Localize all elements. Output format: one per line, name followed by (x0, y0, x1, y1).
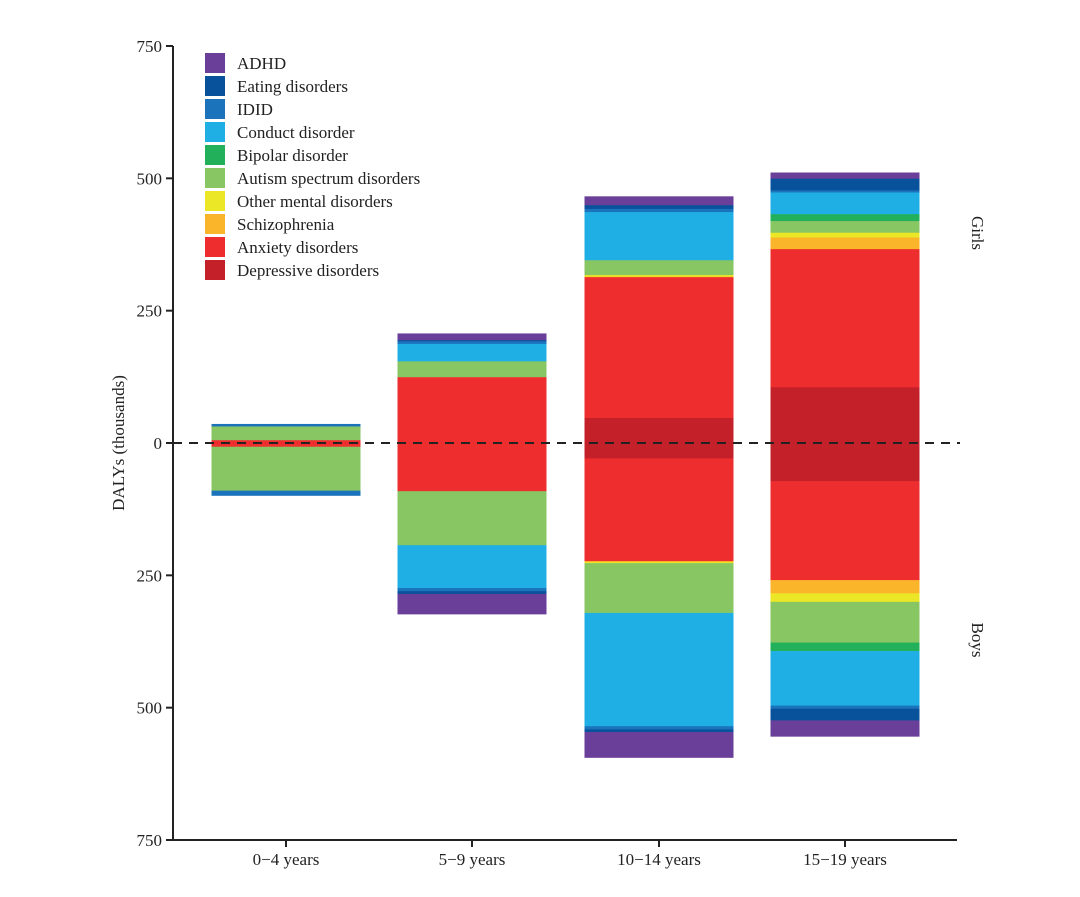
legend-swatch (205, 191, 225, 211)
legend-swatch (205, 122, 225, 142)
legend-label: Autism spectrum disorders (237, 169, 420, 188)
bar-segment-boys-adhd (397, 593, 547, 615)
bar-segment-girls-other-mental-disorders (584, 274, 734, 277)
bar-segment-girls-autism-spectrum-disorders (584, 259, 734, 276)
bar-segment-girls-schizophrenia (584, 276, 734, 278)
bar-segment-girls-conduct-disorder (584, 211, 734, 261)
bars-layer (211, 172, 920, 758)
x-tick-label: 5−9 years (439, 850, 506, 869)
bar-segment-girls-autism-spectrum-disorders (211, 426, 361, 441)
bar-segment-girls-anxiety-disorders (770, 248, 920, 388)
bar-segment-boys-idid (397, 588, 547, 592)
legend-swatch (205, 53, 225, 73)
y-tick-label: 500 (137, 699, 163, 718)
bar-segment-girls-idid (211, 423, 361, 427)
bar-segment-girls-idid (397, 340, 547, 344)
bar-segment-boys-anxiety-disorders (584, 458, 734, 562)
bar-segment-boys-anxiety-disorders (770, 481, 920, 581)
legend-label: ADHD (237, 54, 286, 73)
bar-segment-girls-adhd (584, 196, 734, 206)
bar-segment-boys-depressive-disorders (584, 443, 734, 459)
x-ticks: 0−4 years 5−9 years 10−14 years 15−19 years (253, 840, 887, 869)
legend-label: Schizophrenia (237, 215, 335, 234)
bar-segment-boys-conduct-disorder (770, 651, 920, 706)
bar-segment-boys-anxiety-disorders (211, 443, 361, 448)
bar-segment-boys-depressive-disorders (770, 443, 920, 482)
bar-segment-boys-adhd (584, 732, 734, 758)
y-tick-label: 500 (137, 169, 163, 188)
bar-segment-boys-conduct-disorder (584, 612, 734, 727)
bar-segment-girls-depressive-disorders (584, 417, 734, 444)
bar-segment-boys-eating-disorders (397, 591, 547, 595)
bar-segment-girls-anxiety-disorders (584, 276, 734, 418)
x-tick-label: 10−14 years (617, 850, 701, 869)
bar-segment-girls-other-mental-disorders (770, 232, 920, 238)
bar-segment-boys-idid (211, 490, 361, 496)
legend-label: IDID (237, 100, 273, 119)
y-ticks: 750 500 250 0 250 500 750 (137, 37, 173, 850)
bar-segment-boys-eating-disorders (584, 729, 734, 733)
bar-segment-girls-idid (770, 189, 920, 193)
bar-segment-girls-adhd (397, 333, 547, 341)
boys-label: Boys (968, 623, 987, 658)
bar-segment-girls-conduct-disorder (770, 192, 920, 215)
bar-segment-boys-anxiety-disorders (397, 443, 547, 492)
x-tick-label: 0−4 years (253, 850, 320, 869)
girls-label: Girls (968, 216, 987, 250)
legend-label: Conduct disorder (237, 123, 355, 142)
y-tick-label: 250 (137, 302, 163, 321)
legend-label: Other mental disorders (237, 192, 393, 211)
bar-segment-boys-other-mental-disorders (770, 593, 920, 603)
bar-segment-girls-autism-spectrum-disorders (397, 360, 547, 378)
bar-segment-boys-conduct-disorder (397, 545, 547, 589)
bar-segment-girls-depressive-disorders (770, 386, 920, 444)
x-tick-label: 15−19 years (803, 850, 887, 869)
legend-swatch (205, 214, 225, 234)
y-tick-label: 250 (137, 566, 163, 585)
y-tick-label: 750 (137, 37, 163, 56)
legend-swatch (205, 99, 225, 119)
bar-segment-girls-autism-spectrum-disorders (770, 220, 920, 233)
bar-segment-boys-autism-spectrum-disorders (211, 446, 361, 492)
bar-segment-boys-autism-spectrum-disorders (770, 601, 920, 643)
bar-segment-girls-schizophrenia (770, 237, 920, 250)
y-axis-label: DALYs (thousands) (109, 375, 128, 511)
bar-segment-boys-schizophrenia (584, 561, 734, 563)
bar-segment-boys-idid (770, 705, 920, 710)
legend-swatch (205, 168, 225, 188)
bar-segment-girls-eating-disorders (397, 339, 547, 342)
bar-segment-boys-schizophrenia (770, 580, 920, 594)
legend-label: Anxiety disorders (237, 238, 358, 257)
bar-segment-boys-bipolar-disorder (770, 642, 920, 652)
y-tick-label: 750 (137, 831, 163, 850)
legend-swatch (205, 145, 225, 165)
legend: ADHD Eating disorders IDID Conduct disorder… (205, 53, 420, 280)
legend-label: Depressive disorders (237, 261, 379, 280)
bar-segment-boys-autism-spectrum-disorders (397, 491, 547, 546)
legend-swatch (205, 260, 225, 280)
bar-segment-girls-eating-disorders (770, 178, 920, 191)
y-tick-label: 0 (154, 434, 163, 453)
legend-swatch (205, 76, 225, 96)
bar-segment-girls-adhd (770, 172, 920, 179)
bar-segment-girls-bipolar-disorder (770, 213, 920, 222)
legend-swatch (205, 237, 225, 257)
bar-segment-boys-autism-spectrum-disorders (584, 563, 734, 614)
bar-segment-boys-other-mental-disorders (584, 562, 734, 564)
bar-segment-boys-idid (584, 726, 734, 730)
bar-segment-boys-eating-disorders (770, 708, 920, 721)
legend-label: Eating disorders (237, 77, 348, 96)
bar-segment-girls-anxiety-disorders (397, 376, 547, 444)
bar-segment-boys-adhd (770, 720, 920, 737)
bar-segment-girls-eating-disorders (584, 204, 734, 209)
bar-segment-girls-idid (584, 208, 734, 213)
legend-label: Bipolar disorder (237, 146, 348, 165)
bar-segment-girls-anxiety-disorders (211, 439, 361, 444)
bar-segment-girls-conduct-disorder (397, 343, 547, 362)
